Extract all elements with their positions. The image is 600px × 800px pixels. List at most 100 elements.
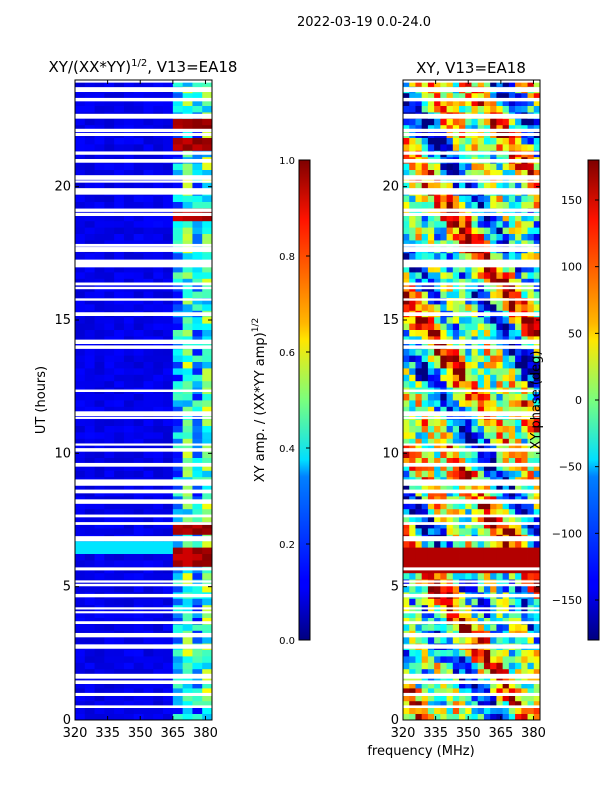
- heatmap-cell: [192, 662, 203, 670]
- heatmap-cell: [440, 265, 447, 273]
- heatmap-cell: [163, 457, 174, 465]
- heatmap-cell: [502, 611, 510, 618]
- heatmap-cell: [75, 713, 86, 720]
- heatmap-cell: [104, 572, 115, 580]
- heatmap-cell: [527, 585, 535, 593]
- heatmap-cell: [172, 368, 184, 375]
- heatmap-cell: [84, 611, 95, 618]
- heatmap-cell: [527, 412, 535, 420]
- heatmap-cell: [465, 457, 472, 465]
- heatmap-cell: [452, 336, 460, 343]
- heatmap-cell: [452, 515, 460, 522]
- heatmap-cell: [440, 316, 447, 324]
- heatmap-cell: [477, 649, 485, 657]
- heatmap-cell: [452, 700, 460, 708]
- heatmap-cell: [483, 137, 491, 145]
- heatmap-cell: [192, 124, 203, 132]
- heatmap-cell: [515, 521, 522, 529]
- heatmap-cell: [172, 707, 184, 714]
- heatmap-cell: [502, 617, 510, 625]
- heatmap-cell: [153, 304, 164, 311]
- heatmap-cell: [421, 457, 429, 465]
- heatmap-cell: [163, 521, 174, 529]
- heatmap-cell: [114, 598, 125, 606]
- heatmap-cell: [202, 265, 212, 273]
- heatmap-cell: [483, 515, 491, 522]
- heatmap-cell: [182, 400, 193, 407]
- heatmap-cell: [477, 470, 485, 478]
- heatmap-cell: [452, 233, 460, 241]
- heatmap-cell: [446, 598, 454, 606]
- heatmap-cell: [84, 483, 95, 490]
- heatmap-cell: [502, 316, 510, 324]
- heatmap-cell: [415, 464, 423, 471]
- heatmap-cell: [483, 438, 491, 446]
- heatmap-cell: [415, 560, 423, 567]
- heatmap-cell: [459, 368, 466, 375]
- heatmap-cell: [153, 406, 164, 414]
- heatmap-cell: [490, 636, 497, 644]
- missing-data-gap: [403, 522, 540, 525]
- heatmap-cell: [490, 374, 497, 382]
- heatmap-cell: [496, 304, 504, 311]
- heatmap-cell: [133, 553, 144, 561]
- heatmap-cell: [477, 617, 485, 625]
- heatmap-cell: [163, 617, 174, 625]
- heatmap-cell: [508, 214, 516, 222]
- heatmap-cell: [114, 240, 125, 247]
- heatmap-cell: [153, 214, 164, 222]
- heatmap-cell: [502, 252, 510, 260]
- heatmap-cell: [153, 412, 164, 420]
- heatmap-cell: [508, 656, 516, 663]
- heatmap-cell: [182, 297, 193, 305]
- heatmap-cell: [409, 406, 416, 414]
- heatmap-cell: [477, 700, 485, 708]
- heatmap-cell: [452, 291, 460, 298]
- heatmap-cell: [192, 598, 203, 606]
- heatmap-cell: [446, 419, 454, 426]
- heatmap-cell: [192, 502, 203, 510]
- colorbar-tick-label: −100: [552, 527, 582, 540]
- heatmap-cell: [427, 272, 435, 279]
- heatmap-cell: [415, 380, 423, 388]
- heatmap-cell: [75, 617, 86, 625]
- heatmap-cell: [409, 380, 416, 388]
- heatmap-cell: [202, 656, 212, 663]
- heatmap-cell: [104, 240, 115, 247]
- heatmap-cell: [182, 316, 193, 324]
- heatmap-cell: [421, 649, 429, 657]
- heatmap-cell: [403, 560, 410, 567]
- heatmap-cell: [75, 124, 86, 132]
- heatmap-cell: [123, 515, 135, 522]
- heatmap-cell: [459, 611, 466, 618]
- heatmap-cell: [521, 304, 528, 311]
- heatmap-cell: [508, 419, 516, 426]
- heatmap-cell: [434, 457, 441, 465]
- heatmap-cell: [153, 348, 164, 356]
- heatmap-cell: [477, 688, 485, 695]
- heatmap-cell: [133, 304, 144, 311]
- heatmap-cell: [421, 195, 429, 202]
- heatmap-cell: [182, 547, 193, 554]
- heatmap-cell: [153, 515, 164, 522]
- heatmap-cell: [502, 547, 510, 554]
- heatmap-cell: [459, 124, 466, 132]
- heatmap-cell: [483, 547, 491, 554]
- heatmap-cell: [403, 406, 410, 414]
- heatmap-cell: [521, 195, 528, 202]
- heatmap-cell: [477, 214, 485, 222]
- heatmap-cell: [403, 252, 410, 260]
- amplitude-colorbar-label-exponent: 1/2: [251, 318, 261, 332]
- heatmap-cell: [403, 649, 410, 657]
- heatmap-cell: [202, 99, 212, 106]
- heatmap-cell: [521, 220, 528, 228]
- heatmap-cell: [490, 713, 497, 720]
- heatmap-cell: [172, 412, 184, 420]
- heatmap-cell: [490, 502, 497, 510]
- heatmap-cell: [521, 560, 528, 567]
- heatmap-cell: [533, 278, 540, 286]
- heatmap-cell: [403, 99, 410, 106]
- heatmap-cell: [527, 227, 535, 234]
- heatmap-cell: [143, 457, 154, 465]
- heatmap-cell: [192, 451, 203, 458]
